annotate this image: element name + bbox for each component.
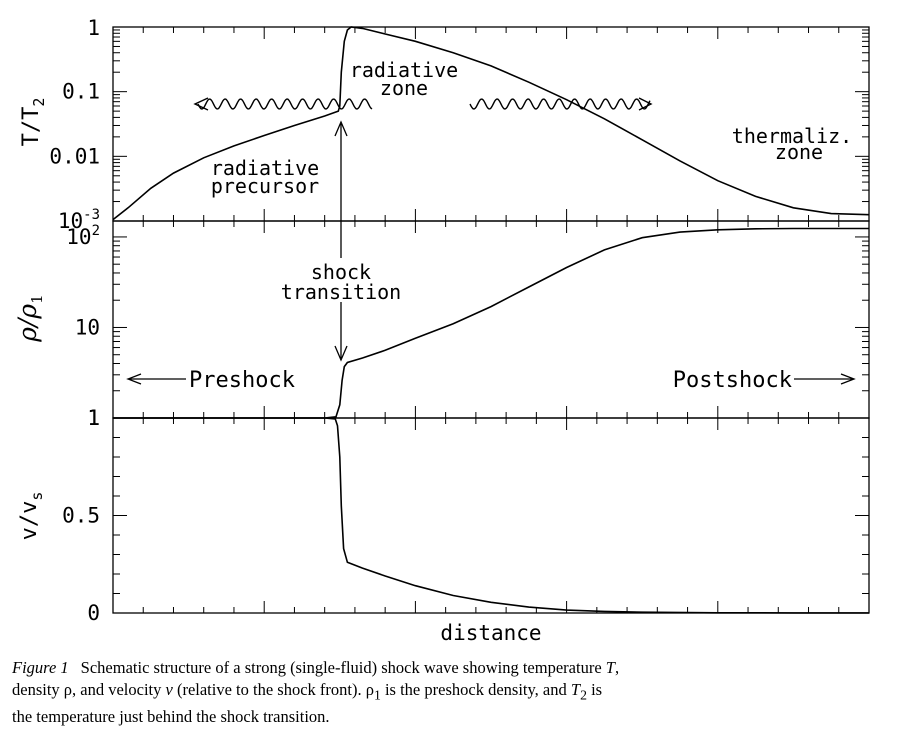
- caption-line-3: the temperature just behind the shock tr…: [12, 706, 892, 728]
- x-axis-label: distance: [440, 621, 541, 645]
- shock-transition-label-line2: transition: [281, 280, 401, 304]
- temperature-y-label-sub: 2: [30, 98, 48, 107]
- velocity-curve: [113, 417, 869, 614]
- caption-symbol-v: v: [165, 680, 173, 699]
- radiation-wave-right-arrowhead: [638, 97, 653, 111]
- radiative-zone-label: radiative: [350, 58, 458, 82]
- shock-transition-arrowhead-up: [334, 120, 348, 137]
- temperature-curve: [112, 26, 870, 221]
- caption-text-2: ,: [614, 658, 620, 677]
- velocity-y-label-main: v/v: [17, 501, 42, 541]
- radiation-wave-left-arrowhead: [193, 97, 209, 111]
- shock-transition-arrowhead-down: [334, 345, 348, 362]
- temperature-y-label-main: T/T: [19, 107, 44, 147]
- y-tick-label: 10: [75, 315, 100, 339]
- caption-sub-2: 2: [580, 687, 587, 703]
- y-tick-label: 0.1: [62, 80, 100, 104]
- caption-text-1: Schematic structure of a strong (single-…: [80, 658, 606, 677]
- preshock-arrowhead: [126, 373, 142, 385]
- thermalization-zone-label: thermaliz.: [732, 124, 852, 148]
- svg-text:v/vs: v/vs: [17, 492, 46, 541]
- caption-sub-1: 1: [373, 687, 381, 703]
- y-tick-label: 1: [87, 16, 100, 40]
- caption-text-3: density ρ, and velocity: [12, 680, 166, 699]
- density-y-label-sub: 1: [28, 294, 46, 304]
- y-tick-label: 0.5: [62, 504, 100, 528]
- temperature-y-label: T/T2: [19, 98, 48, 147]
- caption-line-1: Figure 1 Schematic structure of a strong …: [12, 657, 892, 679]
- postshock-arrowhead: [840, 373, 856, 385]
- radiation-wave-left: [197, 98, 373, 110]
- y-tick-label: 1: [87, 406, 100, 430]
- radiation-wave-right: [469, 98, 651, 110]
- y-tick-label: 10-3: [58, 207, 100, 233]
- velocity-panel-frame: [112, 417, 870, 614]
- caption-text-7: the temperature just behind the shock tr…: [12, 707, 330, 727]
- density-curve: [113, 227, 869, 419]
- y-tick-label: 0.01: [49, 144, 100, 168]
- density-y-label: ρ/ρ1: [13, 294, 46, 342]
- caption-line-2: density ρ, and velocity v (relative to t…: [12, 679, 892, 706]
- axis-ticks: [112, 26, 870, 614]
- caption-figure-label: Figure 1: [12, 658, 69, 677]
- svg-text:ρ/ρ1: ρ/ρ1: [13, 294, 46, 342]
- caption-text-6: is: [586, 680, 603, 699]
- shock-transition-label: shock: [311, 260, 371, 284]
- radiative-precursor-label: radiative: [211, 156, 319, 180]
- postshock-label: Postshock: [673, 368, 792, 393]
- y-tick-label: 1: [87, 406, 100, 430]
- radiative-zone-label-line2: zone: [380, 76, 428, 100]
- caption-symbol-T: T: [605, 658, 615, 677]
- caption-text-5: is the preshock density, and: [380, 680, 571, 699]
- y-tick-label: 0: [87, 601, 100, 625]
- preshock-label: Preshock: [189, 368, 295, 393]
- caption-text-4: (relative to the shock front). ρ: [172, 680, 374, 699]
- velocity-y-label: v/vs: [17, 492, 46, 541]
- thermalization-zone-label-line2: zone: [775, 140, 823, 164]
- svg-text:T/T2: T/T2: [19, 98, 48, 147]
- density-y-label-main: ρ/ρ: [13, 304, 42, 343]
- y-tick-label: 102: [66, 223, 100, 249]
- velocity-y-label-sub: s: [28, 492, 46, 501]
- radiative-precursor-label-line2: precursor: [211, 174, 319, 198]
- figure-caption: Figure 1 Schematic structure of a strong …: [12, 657, 892, 728]
- caption-symbol-T2: T: [570, 680, 581, 699]
